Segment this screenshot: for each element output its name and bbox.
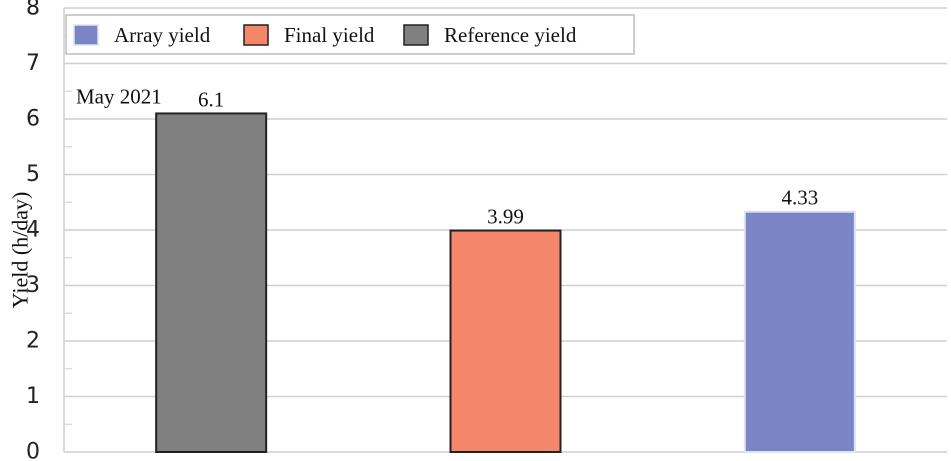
data-label: 4.33 — [781, 186, 818, 210]
y-axis-label: Yield (h/day) — [8, 192, 33, 309]
y-tick-label: 8 — [26, 0, 40, 21]
y-tick-label: 2 — [26, 329, 40, 354]
data-label: 6.1 — [198, 87, 224, 111]
y-tick-label: 3 — [26, 273, 40, 298]
y-tick-label: 1 — [26, 384, 40, 409]
bars: 6.1 3.99 4.33 — [155, 87, 856, 453]
y-tick-label: 6 — [26, 107, 40, 132]
annotation-label: May 2021 — [76, 84, 162, 108]
legend-swatch — [243, 24, 269, 46]
y-tick-label: 5 — [26, 162, 40, 187]
y-axis-ticks: 0 1 2 3 4 5 6 7 8 — [26, 0, 40, 461]
legend-label: Final yield — [284, 23, 375, 47]
legend-label: Array yield — [114, 23, 211, 47]
y-tick-label: 0 — [26, 440, 40, 461]
bar-reference-yield — [155, 112, 268, 453]
legend-swatch — [73, 24, 99, 46]
data-label: 3.99 — [487, 205, 524, 229]
legend-label: Reference yield — [444, 23, 577, 47]
bar-final-yield — [449, 229, 562, 453]
bar-array-yield — [743, 210, 856, 453]
legend: Array yield Final yield Reference yield — [65, 14, 635, 55]
legend-swatch — [403, 24, 429, 46]
y-tick-label: 4 — [26, 218, 40, 243]
y-tick-label: 7 — [26, 51, 40, 76]
legend-box — [65, 14, 635, 55]
